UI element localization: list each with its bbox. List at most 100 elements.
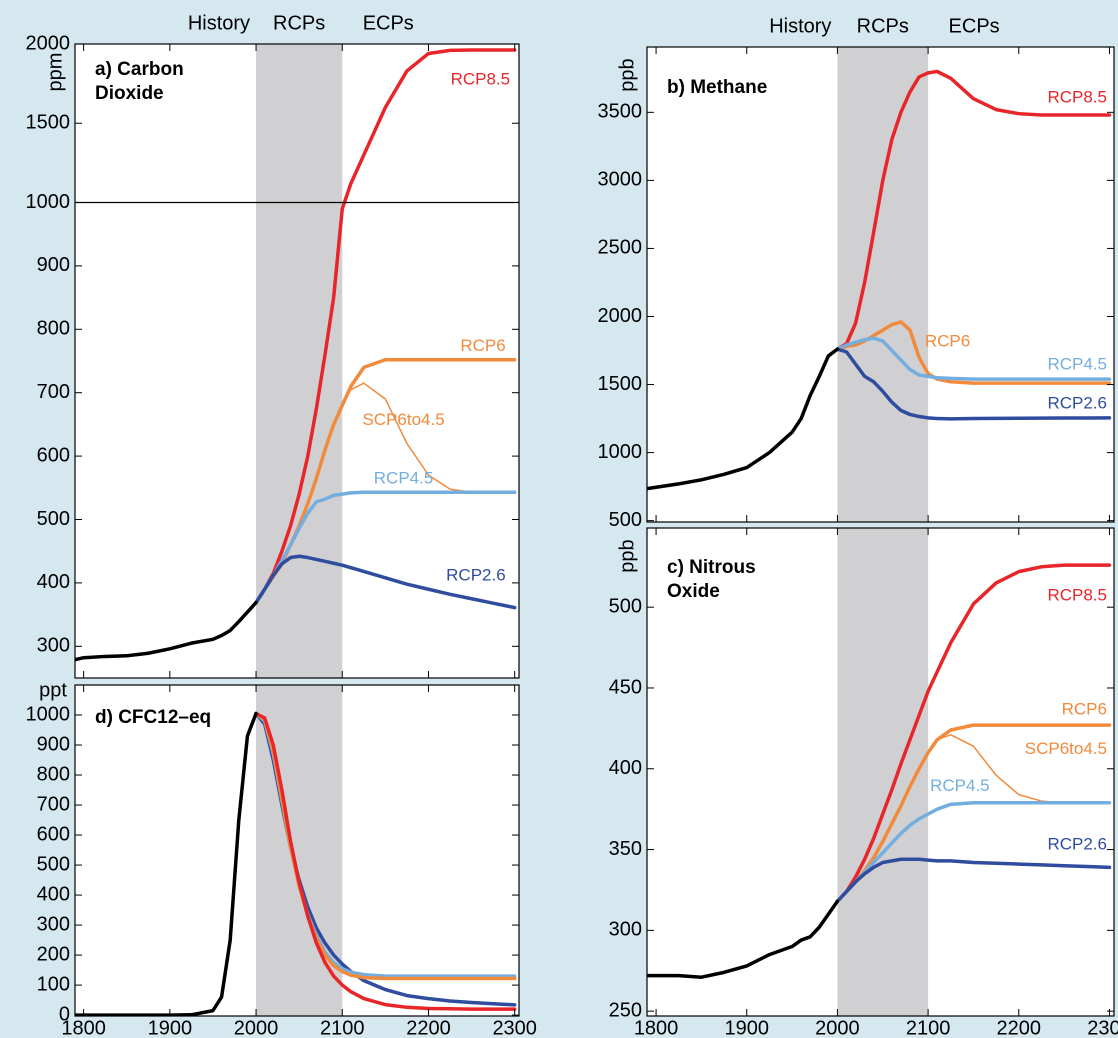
period-shade <box>837 47 929 522</box>
y-tick-label: 600 <box>37 823 70 845</box>
plot-frame <box>646 527 1115 1017</box>
y-tick-label: 3000 <box>598 169 643 191</box>
y-tick-label: 700 <box>37 793 70 815</box>
x-tick-label: 1900 <box>148 1017 193 1038</box>
series-line <box>835 69 1112 351</box>
y-tick-label: 500 <box>37 508 70 530</box>
panel: 1800 1900 2000 2100 2200 2300 250 300 350 400 450 5… <box>609 527 1118 1038</box>
series-label: RCP8.5 <box>1047 88 1107 107</box>
series-line <box>835 336 1112 381</box>
y-tick-label: 800 <box>37 318 70 340</box>
y-tick-label: 500 <box>37 853 70 875</box>
period-shade <box>837 528 929 1016</box>
series-line <box>835 347 1112 421</box>
series-line <box>647 899 840 979</box>
series-line <box>254 711 517 1011</box>
y-tick-label: 400 <box>37 571 70 593</box>
series-label: SCP6to4.5 <box>1025 739 1107 758</box>
panel-title: Dioxide <box>95 83 164 104</box>
y-tick-label: 1500 <box>26 112 71 134</box>
y-axis-label: ppb <box>616 58 638 91</box>
series-line <box>254 490 517 605</box>
x-tick-label: 2200 <box>406 1017 451 1038</box>
series-label: RCP4.5 <box>374 469 434 488</box>
y-tick-label: 800 <box>37 763 70 785</box>
y-tick-label: 300 <box>37 635 70 657</box>
period-shade <box>256 44 343 678</box>
x-tick-label: 1800 <box>634 1017 679 1038</box>
series-label: RCP6 <box>1062 700 1107 719</box>
x-tick-label: 1900 <box>724 1017 769 1038</box>
y-tick-label: 100 <box>37 973 70 995</box>
y-tick-label: 450 <box>609 676 642 698</box>
x-tick-label: 2300 <box>1087 1017 1118 1038</box>
series-line <box>254 48 517 605</box>
y-tick-label: 900 <box>37 733 70 755</box>
x-tick-label: 2000 <box>234 1017 279 1038</box>
period-label: ECPs <box>363 12 414 34</box>
x-tick-label: 2000 <box>815 1017 860 1038</box>
x-tick-label: 2100 <box>320 1017 365 1038</box>
series-label: RCP2.6 <box>446 565 506 584</box>
x-tick-label: 2200 <box>997 1017 1042 1038</box>
series-line <box>835 857 1112 904</box>
y-tick-label: 1000 <box>26 191 71 213</box>
y-tick-label: 3500 <box>598 101 643 123</box>
y-axis-label: ppm <box>44 53 66 92</box>
panel-title: c) Nitrous <box>667 557 756 578</box>
series-label: RCP2.6 <box>1047 393 1107 412</box>
y-tick-label: 900 <box>37 254 70 276</box>
y-tick-label: 1500 <box>598 373 643 395</box>
plot-frame <box>646 46 1115 523</box>
y-tick-label: 700 <box>37 381 70 403</box>
y-tick-label: 300 <box>609 919 642 941</box>
y-tick-label: 2000 <box>598 305 643 327</box>
series-label: RCP6 <box>925 331 970 350</box>
panel: 300 400 500 600 700 800 900 1000 1500 2000 a) Carb… <box>26 12 520 679</box>
y-tick-label: 200 <box>37 943 70 965</box>
series-label: RCP2.6 <box>1047 835 1107 854</box>
series-line <box>254 554 517 610</box>
series-label: RCP4.5 <box>1047 355 1107 374</box>
x-tick-label: 1800 <box>61 1017 106 1038</box>
y-tick-label: 2000 <box>26 32 71 54</box>
y-tick-label: 400 <box>609 757 642 779</box>
y-tick-label: 400 <box>37 883 70 905</box>
series-line <box>75 600 258 662</box>
series-line <box>835 800 1112 904</box>
y-tick-label: 0 <box>59 1003 70 1025</box>
period-label: ECPs <box>949 15 1000 37</box>
period-label: History <box>188 12 250 34</box>
y-tick-label: 1000 <box>26 703 71 725</box>
panel-title: a) Carbon <box>95 59 184 80</box>
y-tick-label: 600 <box>37 444 70 466</box>
y-tick-label: 250 <box>609 999 642 1021</box>
series-line <box>75 711 258 1016</box>
plot-frame <box>74 684 520 1017</box>
y-axis-label: ppt <box>39 679 67 701</box>
y-tick-label: 300 <box>37 913 70 935</box>
panel-title: b) Methane <box>667 77 767 98</box>
series-label: SCP6to4.5 <box>362 410 444 429</box>
series-label: RCP4.5 <box>930 776 990 795</box>
y-axis-label: ppb <box>616 539 638 572</box>
series-label: RCP8.5 <box>1047 586 1107 605</box>
plot-frame <box>74 43 520 679</box>
series-line <box>647 347 840 491</box>
y-tick-label: 350 <box>609 838 642 860</box>
period-label: History <box>769 15 831 37</box>
y-tick-label: 2500 <box>598 237 643 259</box>
y-tick-label: 500 <box>609 509 642 531</box>
panel: 500 1000 1500 2000 2500 3000 3500 b) Methane ppb… <box>598 15 1115 531</box>
x-tick-label: 2300 <box>492 1017 537 1038</box>
y-tick-label: 1000 <box>598 441 643 463</box>
period-label: RCPs <box>857 15 909 37</box>
series-label: RCP6 <box>460 336 505 355</box>
panel: 1800 1900 2000 2100 2200 2300 0 100 200 300 400 500… <box>26 679 537 1038</box>
series-label: RCP8.5 <box>451 70 511 89</box>
panel-title: d) CFC12–eq <box>95 707 211 728</box>
series-line <box>835 563 1112 904</box>
period-label: RCPs <box>273 12 325 34</box>
x-tick-label: 2100 <box>906 1017 951 1038</box>
